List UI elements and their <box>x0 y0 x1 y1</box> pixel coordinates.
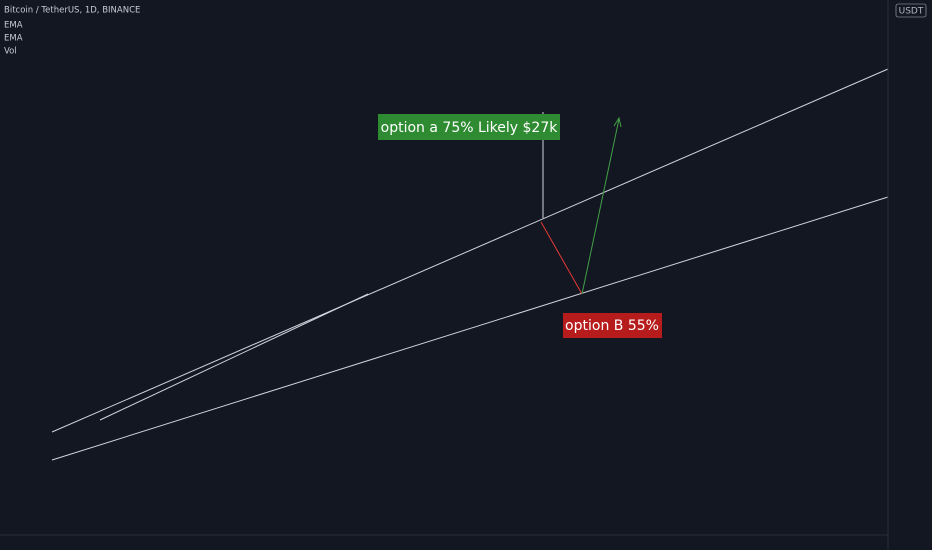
drawings <box>51 68 889 461</box>
currency-tag: USDT <box>895 3 927 18</box>
indicator-name: Vol <box>4 47 17 57</box>
price-axis <box>888 0 932 550</box>
trend-line <box>51 68 889 433</box>
annotation-b: option B 55% <box>563 313 662 338</box>
currency: USDT <box>899 7 924 17</box>
indicator-name: EMA <box>4 21 23 31</box>
annotation-text: option a 75% Likely $27k <box>381 120 559 136</box>
annotation-box <box>563 313 662 338</box>
trend-line <box>51 196 889 461</box>
indicator-name: EMA <box>4 34 23 44</box>
currency-box <box>895 3 927 18</box>
time-axis <box>0 535 932 550</box>
trend-line <box>99 293 369 421</box>
chart-title: Bitcoin / TetherUS, 1D, BINANCE <box>4 6 140 16</box>
arrow-head <box>613 116 622 128</box>
green-arrow <box>581 118 620 295</box>
red-path <box>540 221 583 295</box>
annotation-a: option a 75% Likely $27k <box>378 114 560 140</box>
annotation-text: option B 55% <box>565 318 659 334</box>
annotation-box <box>378 114 560 140</box>
legend: Bitcoin / TetherUS, 1D, BINANCE EMA EMA … <box>4 6 140 57</box>
